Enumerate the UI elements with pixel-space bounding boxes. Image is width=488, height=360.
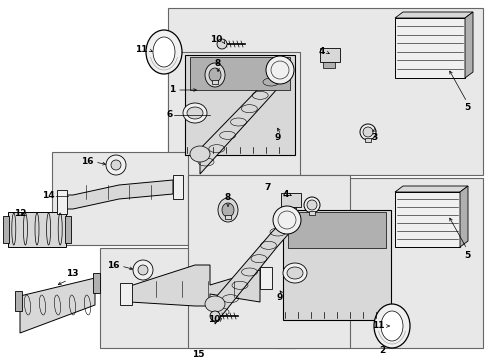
Ellipse shape — [209, 311, 220, 321]
Bar — [281, 193, 301, 207]
Text: 7: 7 — [264, 184, 271, 193]
FancyBboxPatch shape — [168, 52, 299, 175]
Ellipse shape — [106, 155, 126, 175]
Text: 4: 4 — [282, 190, 288, 199]
Text: 11: 11 — [135, 45, 148, 54]
Text: 1: 1 — [168, 85, 175, 94]
Bar — [93, 273, 100, 293]
Ellipse shape — [217, 39, 226, 49]
Text: 5: 5 — [463, 251, 469, 260]
Ellipse shape — [186, 107, 203, 119]
Bar — [283, 210, 390, 320]
Ellipse shape — [111, 160, 121, 170]
Ellipse shape — [283, 263, 306, 283]
Ellipse shape — [146, 30, 182, 74]
Text: 8: 8 — [214, 58, 221, 68]
Polygon shape — [20, 278, 95, 333]
Polygon shape — [65, 180, 173, 209]
Ellipse shape — [138, 265, 148, 275]
Text: 8: 8 — [224, 193, 231, 202]
Text: 15: 15 — [191, 350, 204, 359]
Bar — [284, 207, 295, 213]
Text: 14: 14 — [42, 192, 55, 201]
Text: 3: 3 — [371, 134, 377, 143]
Bar — [57, 190, 67, 214]
Polygon shape — [394, 12, 472, 18]
Bar — [184, 55, 294, 155]
Text: 5: 5 — [463, 104, 469, 112]
Bar — [173, 175, 183, 199]
Bar — [323, 62, 334, 68]
FancyBboxPatch shape — [187, 175, 349, 348]
Bar — [65, 216, 71, 243]
Ellipse shape — [286, 267, 303, 279]
Ellipse shape — [373, 304, 409, 348]
Bar — [287, 212, 385, 248]
Ellipse shape — [306, 200, 316, 210]
Bar — [3, 216, 9, 243]
Polygon shape — [394, 186, 467, 192]
Bar — [120, 283, 132, 305]
Text: 13: 13 — [65, 269, 78, 278]
Polygon shape — [209, 212, 291, 324]
Polygon shape — [459, 186, 467, 247]
Ellipse shape — [183, 103, 206, 123]
Bar — [224, 215, 230, 219]
Text: 16: 16 — [81, 157, 94, 166]
Ellipse shape — [218, 198, 238, 222]
Bar — [394, 18, 464, 78]
Text: 6: 6 — [166, 111, 173, 120]
Polygon shape — [130, 265, 260, 306]
Text: 9: 9 — [276, 293, 283, 302]
Bar — [8, 212, 66, 247]
Ellipse shape — [272, 206, 301, 234]
Text: 16: 16 — [107, 261, 120, 270]
Bar — [212, 80, 218, 84]
Text: 12: 12 — [14, 209, 26, 218]
FancyBboxPatch shape — [100, 248, 294, 348]
Ellipse shape — [304, 197, 319, 213]
Ellipse shape — [133, 260, 153, 280]
Ellipse shape — [208, 68, 221, 82]
Ellipse shape — [362, 127, 372, 137]
Bar — [319, 48, 339, 62]
Text: 4: 4 — [318, 48, 325, 57]
Bar — [364, 138, 370, 142]
Bar — [308, 211, 314, 215]
FancyBboxPatch shape — [168, 8, 482, 175]
Polygon shape — [464, 12, 472, 78]
Ellipse shape — [204, 63, 224, 87]
Bar — [190, 57, 289, 90]
Ellipse shape — [359, 124, 375, 140]
Ellipse shape — [222, 203, 234, 217]
FancyBboxPatch shape — [274, 178, 482, 348]
Ellipse shape — [265, 56, 293, 84]
Ellipse shape — [153, 37, 175, 67]
Bar — [394, 192, 459, 247]
Text: 2: 2 — [378, 346, 385, 355]
Text: 10: 10 — [209, 36, 222, 45]
Ellipse shape — [190, 146, 209, 162]
Ellipse shape — [380, 311, 402, 341]
Bar — [15, 291, 22, 311]
Bar — [260, 267, 271, 289]
Polygon shape — [195, 62, 285, 174]
Text: 10: 10 — [207, 315, 220, 324]
FancyBboxPatch shape — [52, 152, 187, 245]
Ellipse shape — [204, 296, 224, 312]
Text: 11: 11 — [372, 321, 384, 330]
Text: 9: 9 — [274, 134, 281, 143]
